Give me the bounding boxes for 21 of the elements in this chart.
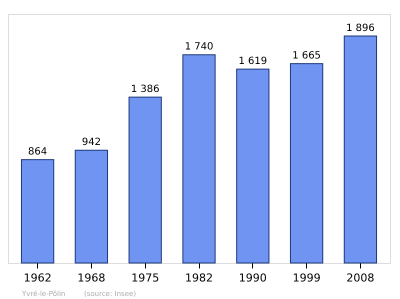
x-tick-label: 1999	[292, 272, 321, 284]
bar	[128, 96, 162, 264]
x-tick-label: 1982	[185, 272, 213, 284]
x-tick-label: 1990	[238, 272, 267, 284]
data-label: 1 896	[346, 23, 375, 34]
x-tick-label: 2008	[346, 272, 374, 284]
bar	[20, 159, 54, 264]
bar	[74, 150, 108, 264]
bar	[182, 54, 216, 264]
data-label: 1 665	[292, 50, 321, 62]
data-label: 1 740	[184, 42, 214, 53]
x-tick-label: 1962	[24, 272, 52, 284]
data-label: 1 386	[130, 84, 160, 96]
x-tick-label: 1975	[131, 272, 160, 284]
bar	[236, 68, 270, 264]
bar	[344, 36, 378, 264]
data-label: 1 619	[238, 56, 268, 68]
data-label: 942	[82, 137, 101, 148]
x-tick-label: 1968	[77, 272, 106, 284]
bar	[290, 63, 324, 264]
data-label: 864	[28, 146, 48, 158]
